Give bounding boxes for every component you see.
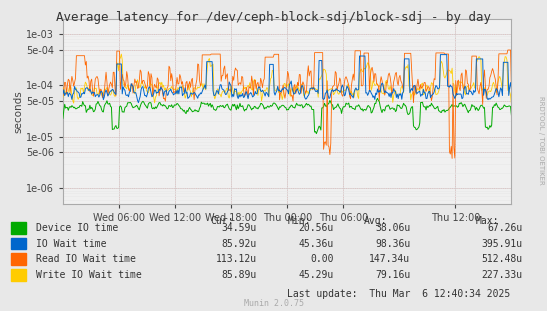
Text: 0.00: 0.00: [310, 254, 334, 264]
Text: 512.48u: 512.48u: [481, 254, 522, 264]
Y-axis label: seconds: seconds: [13, 90, 23, 132]
Text: 85.92u: 85.92u: [222, 239, 257, 248]
Text: Munin 2.0.75: Munin 2.0.75: [243, 299, 304, 308]
Text: 38.06u: 38.06u: [375, 223, 410, 233]
Text: 45.29u: 45.29u: [299, 270, 334, 280]
Text: RRDTOOL / TOBI OETIKER: RRDTOOL / TOBI OETIKER: [538, 95, 544, 184]
Text: 98.36u: 98.36u: [375, 239, 410, 248]
Text: Min:: Min:: [287, 216, 311, 226]
Text: 20.56u: 20.56u: [299, 223, 334, 233]
Text: 395.91u: 395.91u: [481, 239, 522, 248]
Text: Last update:  Thu Mar  6 12:40:34 2025: Last update: Thu Mar 6 12:40:34 2025: [287, 289, 510, 299]
Text: 67.26u: 67.26u: [487, 223, 522, 233]
Text: Cur:: Cur:: [211, 216, 234, 226]
Text: Write IO Wait time: Write IO Wait time: [36, 270, 141, 280]
Text: Read IO Wait time: Read IO Wait time: [36, 254, 136, 264]
Text: 45.36u: 45.36u: [299, 239, 334, 248]
Text: 85.89u: 85.89u: [222, 270, 257, 280]
Text: Device IO time: Device IO time: [36, 223, 118, 233]
Text: 34.59u: 34.59u: [222, 223, 257, 233]
Text: Average latency for /dev/ceph-block-sdj/block-sdj - by day: Average latency for /dev/ceph-block-sdj/…: [56, 11, 491, 24]
Text: 79.16u: 79.16u: [375, 270, 410, 280]
Text: Max:: Max:: [476, 216, 499, 226]
Text: IO Wait time: IO Wait time: [36, 239, 106, 248]
Text: 227.33u: 227.33u: [481, 270, 522, 280]
Text: 113.12u: 113.12u: [216, 254, 257, 264]
Text: 147.34u: 147.34u: [369, 254, 410, 264]
Text: Avg:: Avg:: [364, 216, 387, 226]
